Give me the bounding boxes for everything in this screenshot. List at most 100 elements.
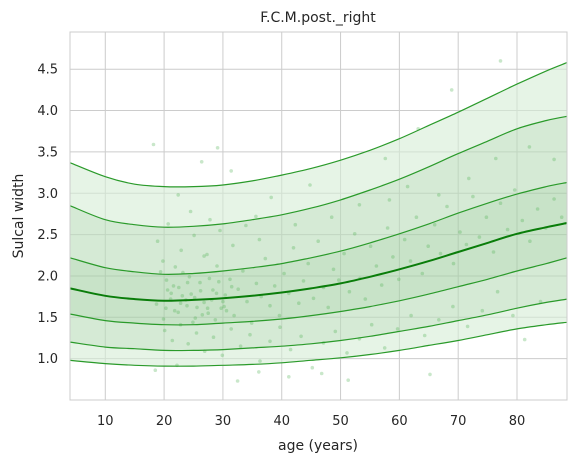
x-tick-label: 40 — [273, 414, 290, 429]
data-point — [301, 279, 306, 283]
data-point — [471, 194, 475, 199]
x-tick-label: 80 — [509, 414, 526, 429]
x-tick-label: 30 — [215, 414, 232, 429]
data-point — [154, 302, 159, 306]
data-point — [288, 347, 293, 352]
data-point — [164, 306, 168, 311]
percentile-line — [69, 298, 568, 352]
y-axis-label: Sulcal width — [11, 174, 27, 259]
percentile-line — [69, 62, 568, 188]
data-point — [484, 215, 489, 219]
data-point — [223, 293, 228, 297]
y-tick-label: 4.0 — [37, 104, 58, 119]
data-point — [329, 215, 334, 219]
data-point — [211, 288, 215, 292]
data-point — [387, 198, 392, 202]
data-point — [326, 305, 331, 310]
y-tick-label: 4.5 — [37, 63, 58, 78]
data-point — [480, 308, 485, 313]
data-point — [218, 228, 222, 233]
data-point — [397, 277, 401, 282]
data-point — [464, 242, 469, 247]
y-tick-label: 2.0 — [37, 269, 58, 284]
percentile-band — [70, 257, 567, 351]
data-point — [169, 291, 173, 296]
data-point — [422, 333, 427, 338]
data-point — [220, 353, 225, 358]
data-point — [287, 375, 291, 379]
x-tick-label: 60 — [391, 414, 408, 429]
median-line — [69, 222, 568, 302]
data-point — [215, 146, 220, 150]
data-point — [268, 303, 272, 308]
data-point — [254, 214, 258, 219]
data-point — [162, 328, 167, 333]
data-point — [311, 296, 316, 301]
y-tick-label: 1.0 — [37, 352, 58, 367]
data-point — [308, 183, 312, 187]
data-point — [170, 338, 175, 343]
data-point — [374, 264, 379, 268]
data-point — [191, 320, 195, 325]
data-point — [512, 188, 517, 192]
data-point — [306, 261, 311, 266]
data-point — [498, 201, 503, 205]
data-point — [552, 157, 556, 162]
data-point — [176, 193, 180, 197]
data-point — [172, 308, 177, 313]
data-point — [465, 324, 470, 329]
x-tick-label: 10 — [97, 414, 114, 429]
data-point — [195, 305, 199, 310]
data-point — [248, 332, 252, 337]
data-point — [192, 295, 197, 300]
data-point — [207, 276, 212, 281]
data-point — [224, 308, 229, 313]
data-point — [161, 317, 166, 321]
data-point — [319, 371, 324, 376]
data-point — [520, 218, 525, 223]
data-point — [408, 259, 413, 263]
data-point — [391, 255, 395, 259]
data-point — [186, 342, 190, 346]
data-point — [257, 370, 261, 374]
data-point — [193, 316, 198, 320]
data-point — [535, 207, 540, 211]
data-point — [211, 335, 216, 340]
data-point — [268, 339, 272, 344]
data-point — [511, 313, 515, 318]
data-point — [179, 248, 183, 253]
data-point — [158, 270, 163, 274]
data-point — [458, 230, 462, 234]
data-point — [282, 271, 286, 276]
data-point — [379, 283, 384, 287]
data-point — [176, 310, 180, 315]
data-point — [395, 327, 400, 331]
percentile-band — [70, 299, 567, 367]
data-point — [229, 284, 234, 289]
data-point — [254, 281, 259, 286]
data-point — [217, 279, 221, 284]
data-point — [155, 239, 160, 243]
data-point — [249, 321, 254, 325]
data-point — [299, 334, 303, 339]
y-tick-labels: 1.0 1.5 2.0 2.5 3.0 3.5 4.0 4.5 — [37, 63, 58, 367]
data-point — [498, 59, 503, 63]
data-point — [552, 197, 556, 201]
data-point — [347, 289, 352, 294]
data-point — [161, 259, 165, 263]
y-tick-label: 2.5 — [37, 228, 58, 243]
data-point — [235, 379, 240, 383]
percentile-band — [70, 223, 567, 325]
data-point — [241, 269, 245, 273]
data-point — [205, 252, 209, 257]
data-point — [559, 215, 564, 219]
data-point — [231, 243, 235, 248]
data-point — [385, 226, 390, 230]
data-point — [297, 301, 301, 306]
data-point — [420, 271, 425, 276]
percentile-line — [69, 115, 568, 228]
data-point — [229, 169, 233, 173]
data-point — [178, 301, 183, 306]
data-point — [505, 227, 510, 232]
y-tick-label: 3.5 — [37, 145, 58, 160]
